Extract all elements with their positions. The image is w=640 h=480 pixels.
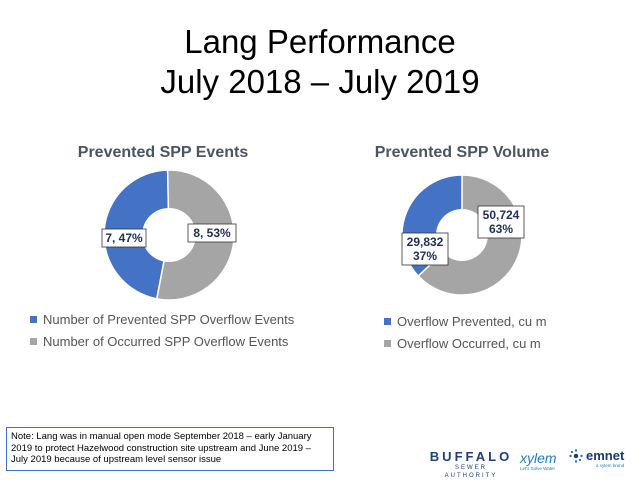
slide-title-line2: July 2018 – July 2019 <box>160 63 480 100</box>
emnet-mark-icon <box>569 449 583 463</box>
chart1-data-label-text-0-0: 7, 47% <box>105 231 143 245</box>
chart1-legend-label-occurred: Number of Occurred SPP Overflow Events <box>43 333 289 349</box>
emnet-logo-subtext: a xylem brand <box>596 463 625 468</box>
chart1-data-label-0: 7, 47% <box>101 228 147 248</box>
chart1-legend: Number of Prevented SPP Overflow Events … <box>30 308 294 352</box>
chart1-legend-swatch-gray <box>30 337 37 345</box>
chart2-legend-item-occurred: Overflow Occurred, cu m <box>384 332 547 354</box>
buffalo-logo-text: BUFFALO <box>429 449 513 464</box>
chart1-data-label-1: 8, 53% <box>187 223 237 243</box>
chart2-data-label-text-0-1: 37% <box>413 249 437 263</box>
chart2-data-label-text-1-1: 63% <box>489 222 513 236</box>
chart1-legend-label-prevented: Number of Prevented SPP Overflow Events <box>43 311 295 327</box>
chart1-data-label-text-1-0: 8, 53% <box>193 226 231 240</box>
chart1-legend-item-prevented: Number of Prevented SPP Overflow Events <box>30 308 294 330</box>
xylem-logo: xylem Let's Solve Water <box>520 451 566 472</box>
chart2-legend-label-prevented: Overflow Prevented, cu m <box>397 313 547 329</box>
chart1-title: Prevented SPP Events <box>77 144 249 161</box>
note-box: Note: Lang was in manual open mode Septe… <box>6 427 334 471</box>
chart1-donut-hole <box>142 208 196 262</box>
slide-title-line1: Lang Performance <box>184 23 456 60</box>
emnet-logo: emnet a xylem brand <box>569 449 635 469</box>
chart2-legend-swatch-blue <box>384 317 391 325</box>
buffalo-logo-subtext: SEWER AUTHORITY <box>444 465 498 479</box>
chart1-donut: 7, 47% 8, 53% <box>101 169 237 301</box>
chart2-legend: Overflow Prevented, cu m Overflow Occurr… <box>384 310 547 354</box>
xylem-logo-subtext: Let's Solve Water <box>520 466 555 471</box>
chart1-legend-item-occurred: Number of Occurred SPP Overflow Events <box>30 330 294 352</box>
chart2-title: Prevented SPP Volume <box>374 144 550 161</box>
buffalo-sewer-authority-logo: BUFFALO SEWER AUTHORITY <box>428 450 514 480</box>
chart2-data-label-text-0-0: 29,832 <box>407 235 444 249</box>
chart2-data-label-text-1-0: 50,724 <box>483 208 520 222</box>
chart2-legend-label-occurred: Overflow Occurred, cu m <box>397 335 541 351</box>
chart2-legend-swatch-gray <box>384 339 391 347</box>
chart2-donut-hole <box>436 209 488 261</box>
emnet-logo-text: emnet <box>586 448 625 463</box>
chart2-legend-item-prevented: Overflow Prevented, cu m <box>384 310 547 332</box>
xylem-logo-text: xylem <box>520 450 557 466</box>
chart1-legend-swatch-blue <box>30 315 37 323</box>
